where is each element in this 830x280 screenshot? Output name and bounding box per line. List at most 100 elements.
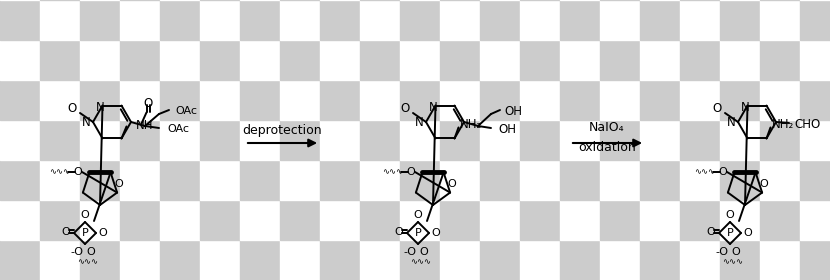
Text: NaIO₄: NaIO₄	[589, 120, 625, 134]
Bar	[480, 160, 520, 200]
Bar	[640, 240, 680, 280]
Bar	[280, 40, 320, 80]
Bar	[280, 160, 320, 200]
Bar	[760, 200, 800, 240]
Bar	[0, 80, 40, 120]
Bar	[440, 200, 480, 240]
Bar	[80, 160, 120, 200]
Bar	[200, 160, 240, 200]
Bar	[480, 200, 520, 240]
Bar	[400, 240, 440, 280]
Text: O: O	[447, 179, 456, 189]
Bar	[0, 160, 40, 200]
Bar	[360, 0, 400, 40]
Bar	[640, 160, 680, 200]
Bar	[40, 40, 80, 80]
Bar	[160, 120, 200, 160]
Bar	[760, 0, 800, 40]
Text: O: O	[719, 167, 727, 177]
Bar	[40, 160, 80, 200]
Bar	[560, 240, 600, 280]
Text: O: O	[432, 228, 441, 238]
Bar	[560, 200, 600, 240]
Bar	[640, 120, 680, 160]
Text: ∿∿∿: ∿∿∿	[50, 167, 71, 176]
Bar	[800, 40, 830, 80]
Bar	[440, 80, 480, 120]
Bar	[280, 80, 320, 120]
Text: ∿∿∿: ∿∿∿	[695, 167, 715, 176]
Bar	[800, 120, 830, 160]
Bar	[760, 120, 800, 160]
Text: N: N	[429, 101, 438, 114]
Bar	[440, 40, 480, 80]
Text: -O: -O	[403, 247, 417, 257]
Bar	[400, 160, 440, 200]
Bar	[240, 40, 280, 80]
Text: O: O	[74, 167, 82, 177]
Bar	[320, 240, 360, 280]
Bar	[320, 120, 360, 160]
Bar	[400, 0, 440, 40]
Bar	[720, 200, 760, 240]
Text: O: O	[420, 247, 428, 257]
Bar	[520, 80, 560, 120]
Bar	[200, 80, 240, 120]
Bar	[120, 0, 160, 40]
Bar	[320, 160, 360, 200]
Bar	[0, 120, 40, 160]
Bar	[720, 0, 760, 40]
Bar	[40, 120, 80, 160]
Bar	[720, 160, 760, 200]
Bar	[160, 0, 200, 40]
Bar	[520, 120, 560, 160]
Bar	[800, 160, 830, 200]
Bar	[240, 120, 280, 160]
Text: ∿∿∿: ∿∿∿	[411, 258, 432, 267]
Bar	[120, 40, 160, 80]
Text: O: O	[731, 247, 740, 257]
Bar	[520, 240, 560, 280]
Bar	[40, 200, 80, 240]
Text: O: O	[413, 210, 422, 220]
Bar	[0, 0, 40, 40]
Text: N: N	[415, 116, 423, 129]
Bar	[400, 80, 440, 120]
Bar	[480, 40, 520, 80]
Bar	[80, 80, 120, 120]
Text: -O: -O	[715, 247, 729, 257]
Text: ∿∿∿: ∿∿∿	[383, 167, 403, 176]
Bar	[760, 40, 800, 80]
Bar	[520, 0, 560, 40]
Bar	[560, 0, 600, 40]
Bar	[640, 80, 680, 120]
Bar	[280, 240, 320, 280]
Bar	[760, 160, 800, 200]
Bar	[800, 0, 830, 40]
Bar	[120, 240, 160, 280]
Bar	[480, 0, 520, 40]
Text: N: N	[741, 101, 749, 114]
Bar	[600, 240, 640, 280]
Bar	[600, 0, 640, 40]
Bar	[760, 240, 800, 280]
Bar	[520, 40, 560, 80]
Bar	[440, 0, 480, 40]
Bar	[320, 200, 360, 240]
Bar	[640, 0, 680, 40]
Bar	[560, 80, 600, 120]
Bar	[520, 160, 560, 200]
Text: N: N	[81, 116, 90, 129]
Bar	[560, 160, 600, 200]
Bar	[480, 120, 520, 160]
Bar	[160, 200, 200, 240]
Bar	[120, 160, 160, 200]
Text: O: O	[61, 227, 71, 237]
Bar	[680, 120, 720, 160]
Text: oxidation: oxidation	[579, 141, 636, 153]
Bar	[800, 240, 830, 280]
Bar	[240, 0, 280, 40]
Bar	[680, 160, 720, 200]
Text: CHO: CHO	[794, 118, 820, 130]
Bar	[280, 200, 320, 240]
